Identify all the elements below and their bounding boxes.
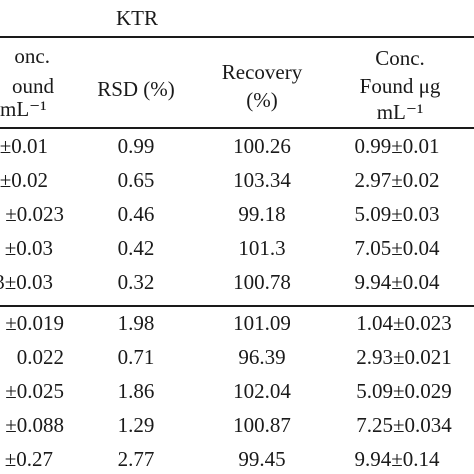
header-col1-line1: onc. xyxy=(14,44,50,68)
table-row: ±0.019 1.98 101.09 1.04±0.023 xyxy=(0,311,474,345)
header-bottom-rule xyxy=(0,127,474,129)
cell-conc-found: 0.022 xyxy=(16,345,64,369)
cell-conc-found-ug: 2.93±0.021 xyxy=(356,345,452,369)
table-row: 0.022 0.71 96.39 2.93±0.021 xyxy=(0,345,474,379)
cell-conc-found: ±0.088 xyxy=(5,413,64,437)
cell-conc-found-ug: 9.94±0.14 xyxy=(354,447,440,471)
header-col4-line3: mL⁻¹ xyxy=(376,100,424,124)
cell-conc-found: ±0.025 xyxy=(5,379,64,403)
cell-conc-found-ug: 9.94±0.04 xyxy=(354,270,440,294)
cell-conc-found: 3±0.03 xyxy=(0,270,53,294)
cell-rsd: 0.32 xyxy=(117,270,155,294)
cell-recovery: 100.87 xyxy=(233,413,291,437)
header-col3-line1: Recovery xyxy=(221,60,303,84)
header-col4-line2: Found μg xyxy=(359,74,441,98)
cell-conc-found: ±0.01 xyxy=(0,134,48,158)
cell-recovery: 96.39 xyxy=(238,345,286,369)
header-col3-line2: (%) xyxy=(246,88,278,112)
header-col1-line2: ound xyxy=(12,74,54,98)
cell-conc-found: ±0.27 xyxy=(4,447,53,471)
cell-conc-found-ug: 1.04±0.023 xyxy=(356,311,452,335)
cell-conc-found: ±0.019 xyxy=(5,311,64,335)
table-row: 3±0.03 0.32 100.78 9.94±0.04 xyxy=(0,270,474,304)
cell-rsd: 0.46 xyxy=(117,202,155,226)
cell-rsd: 0.99 xyxy=(117,134,155,158)
cell-conc-found-ug: 0.99±0.01 xyxy=(354,134,440,158)
cell-conc-found: ±0.023 xyxy=(5,202,64,226)
table-row: ±0.02 0.65 103.34 2.97±0.02 xyxy=(0,168,474,202)
header-col1-line3: mL⁻¹ xyxy=(0,97,47,121)
table-caption: KTR xyxy=(116,6,158,30)
cell-rsd: 1.86 xyxy=(117,379,155,403)
cell-conc-found-ug: 5.09±0.03 xyxy=(354,202,440,226)
table-top-rule xyxy=(0,36,474,38)
cell-rsd: 0.42 xyxy=(117,236,155,260)
table-row: ±0.27 2.77 99.45 9.94±0.14 xyxy=(0,447,474,474)
cell-conc-found-ug: 5.09±0.029 xyxy=(356,379,452,403)
cell-recovery: 99.45 xyxy=(238,447,286,471)
header-col4-line1: Conc. xyxy=(375,46,425,70)
group-divider-rule xyxy=(0,305,474,307)
cell-recovery: 100.26 xyxy=(233,134,291,158)
cell-rsd: 0.71 xyxy=(117,345,155,369)
table-row: ±0.025 1.86 102.04 5.09±0.029 xyxy=(0,379,474,413)
cell-rsd: 2.77 xyxy=(117,447,155,471)
table-row: ±0.088 1.29 100.87 7.25±0.034 xyxy=(0,413,474,447)
table-row: ±0.023 0.46 99.18 5.09±0.03 xyxy=(0,202,474,236)
cell-conc-found-ug: 7.25±0.034 xyxy=(356,413,452,437)
cell-recovery: 99.18 xyxy=(238,202,286,226)
header-col2: RSD (%) xyxy=(97,77,175,101)
cell-conc-found-ug: 7.05±0.04 xyxy=(354,236,440,260)
cell-conc-found: ±0.02 xyxy=(0,168,48,192)
cell-recovery: 101.3 xyxy=(238,236,286,260)
table-row: ±0.03 0.42 101.3 7.05±0.04 xyxy=(0,236,474,270)
table-row: ±0.01 0.99 100.26 0.99±0.01 xyxy=(0,134,474,168)
cell-recovery: 100.78 xyxy=(233,270,291,294)
cell-rsd: 1.98 xyxy=(117,311,155,335)
cell-rsd: 1.29 xyxy=(117,413,155,437)
cell-recovery: 103.34 xyxy=(233,168,291,192)
cell-conc-found-ug: 2.97±0.02 xyxy=(354,168,440,192)
cell-rsd: 0.65 xyxy=(117,168,155,192)
cell-conc-found: ±0.03 xyxy=(4,236,53,260)
cell-recovery: 102.04 xyxy=(233,379,291,403)
cell-recovery: 101.09 xyxy=(233,311,291,335)
